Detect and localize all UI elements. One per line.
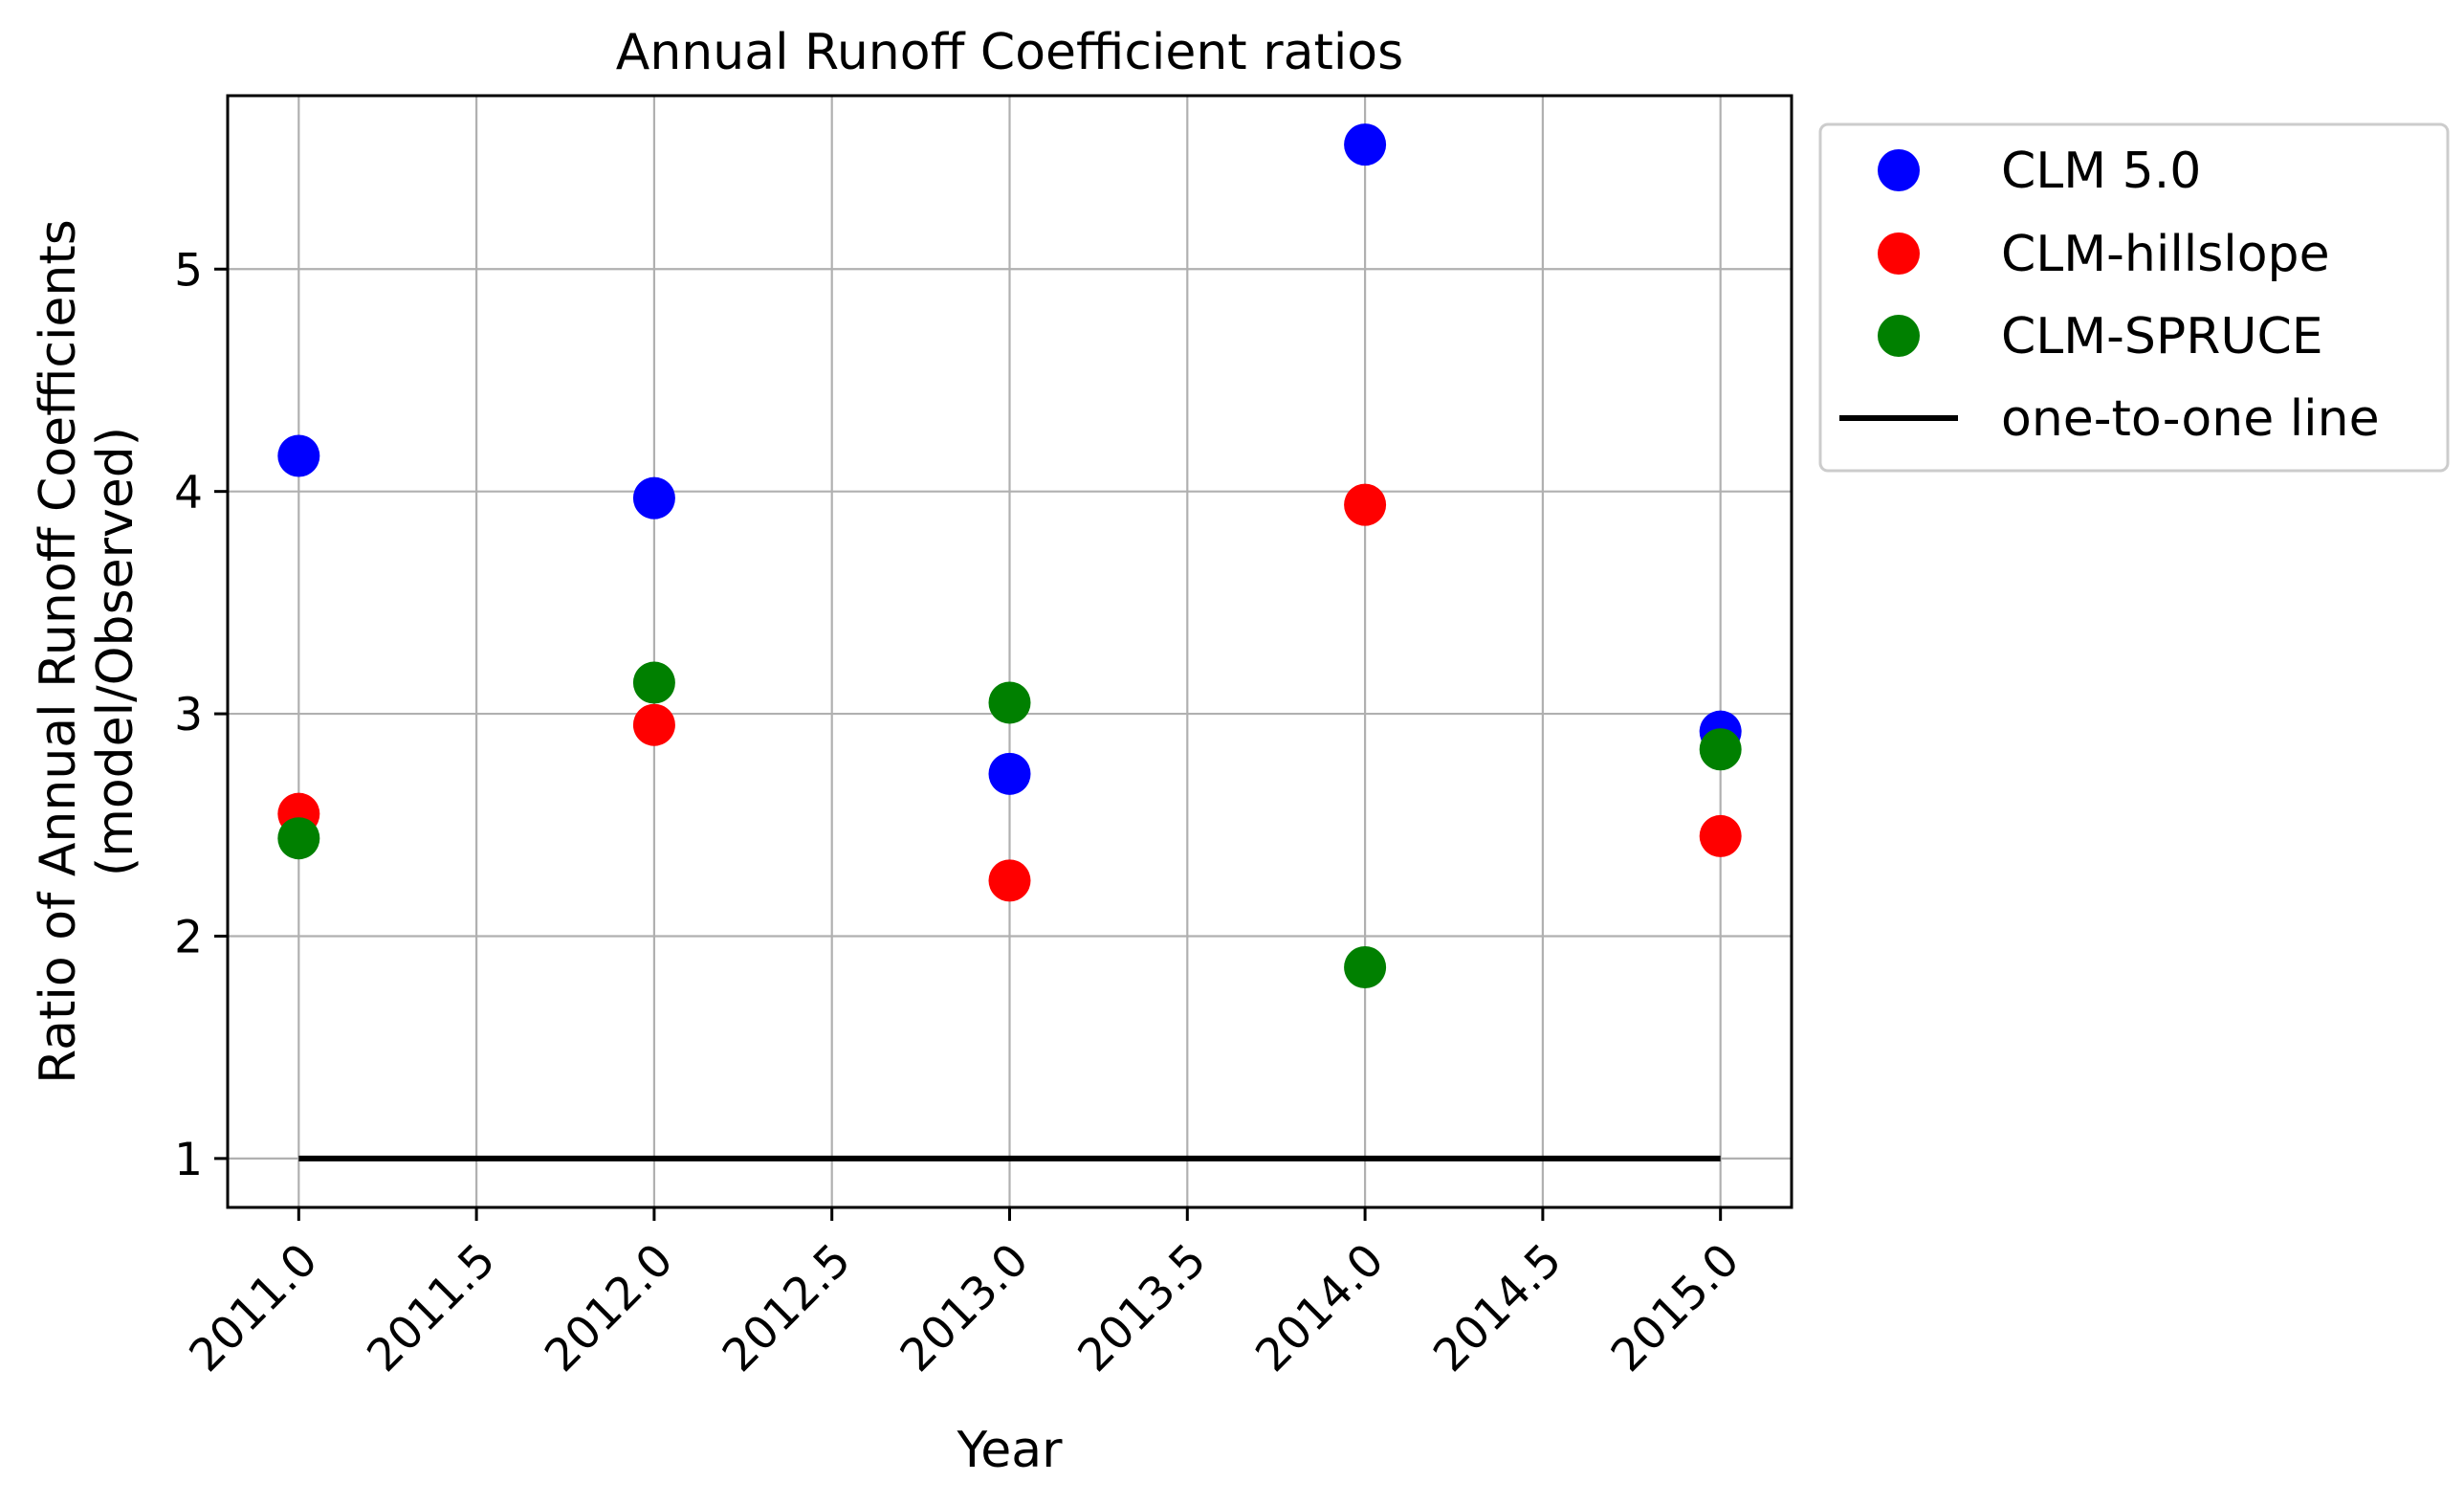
data-point-clm-hillslope	[1699, 814, 1742, 857]
data-point-clm-hillslope	[988, 859, 1031, 902]
data-point-clm-5-0	[1344, 123, 1387, 166]
data-point-clm-spruce	[632, 661, 675, 704]
x-tick-label: 2012.5	[713, 1234, 861, 1382]
y-axis-label-units: (model/Observed)	[87, 427, 144, 876]
data-point-clm-5-0	[632, 476, 675, 520]
legend-label-clm-spruce: CLM-SPRUCE	[2001, 308, 2323, 365]
x-axis-label: Year	[956, 1422, 1063, 1479]
x-tick-label: 2014.0	[1245, 1234, 1394, 1382]
data-point-clm-spruce	[1344, 946, 1387, 989]
legend-marker-clm-spruce	[1878, 315, 1920, 357]
x-tick-label: 2013.0	[891, 1234, 1039, 1382]
y-tick-label: 3	[174, 689, 203, 741]
y-axis-label: Ratio of Annual Runoff Coefficients	[30, 219, 87, 1084]
y-tick-label: 5	[174, 244, 203, 297]
data-point-clm-hillslope	[632, 703, 675, 746]
data-point-clm-spruce	[988, 681, 1031, 724]
data-point-clm-spruce	[1699, 728, 1742, 771]
legend-label-one-to-one: one-to-one line	[2001, 390, 2380, 448]
grid	[228, 96, 1792, 1207]
legend-label-clm50: CLM 5.0	[2001, 143, 2201, 200]
legend-label-clm-hillslope: CLM-hillslope	[2001, 226, 2330, 283]
x-tick-label: 2014.5	[1423, 1234, 1572, 1382]
x-tick-label: 2015.0	[1601, 1234, 1749, 1382]
data-points-layer	[277, 123, 1742, 989]
data-point-clm-5-0	[988, 752, 1031, 795]
data-point-clm-5-0	[277, 434, 320, 477]
axis-ticks: 2011.0 2011.5 2012.0 2012.5 2013.0 2013.5 2014…	[174, 244, 1749, 1382]
data-point-clm-spruce	[277, 817, 320, 860]
legend-box	[1818, 122, 2450, 473]
x-tick-label: 2013.5	[1068, 1234, 1217, 1382]
legend: CLM 5.0 CLM-hillslope CLM-SPRUCE one-to-…	[1818, 122, 2450, 473]
y-tick-label: 1	[174, 1134, 203, 1186]
x-tick-label: 2012.0	[535, 1234, 683, 1382]
y-tick-label: 2	[174, 911, 203, 963]
y-tick-label: 4	[174, 467, 203, 520]
chart-title: Annual Runoff Coefficient ratios	[616, 24, 1403, 81]
legend-marker-clm-hillslope	[1878, 232, 1920, 275]
legend-marker-clm50	[1878, 149, 1920, 191]
x-tick-label: 2011.5	[357, 1234, 505, 1382]
x-tick-label: 2011.0	[180, 1234, 328, 1382]
data-point-clm-hillslope	[1344, 483, 1387, 526]
